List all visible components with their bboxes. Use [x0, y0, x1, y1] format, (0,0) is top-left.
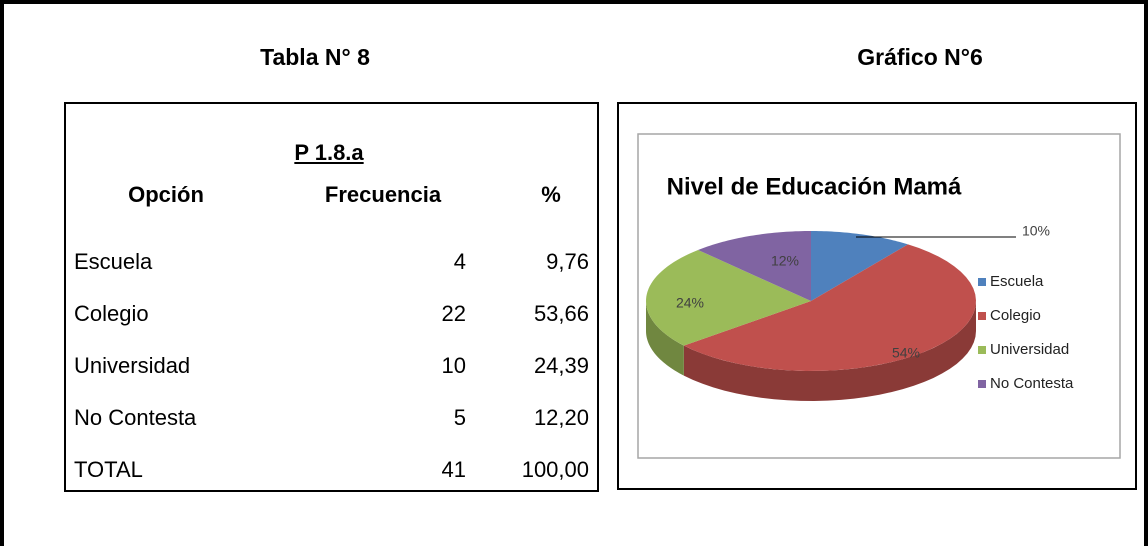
legend-label: Colegio	[990, 307, 1041, 324]
table-cell: Colegio	[74, 301, 149, 326]
table-cell: 4	[453, 249, 466, 274]
table-cell: No Contesta	[74, 405, 197, 430]
legend-label: Universidad	[990, 341, 1069, 358]
chart-heading: Gráfico N°6	[857, 44, 983, 70]
legend-label: Escuela	[990, 273, 1044, 290]
data-label: 12%	[771, 253, 799, 269]
table-cell: Universidad	[74, 353, 191, 378]
slice-side	[683, 301, 976, 401]
table-cell: TOTAL	[74, 457, 143, 482]
legend-swatch	[978, 278, 986, 286]
table-cell: 12,20	[533, 405, 589, 430]
column-header: Frecuencia	[324, 182, 442, 207]
table-caption: P 1.8.a	[294, 140, 364, 165]
table-cell: 53,66	[533, 301, 589, 326]
table-cell: 100,00	[521, 457, 589, 482]
legend-label: No Contesta	[990, 375, 1074, 392]
column-header: Opción	[128, 182, 204, 207]
slice	[698, 231, 811, 301]
table-cell: 5	[453, 405, 466, 430]
table-cell: 22	[441, 301, 466, 326]
table-cell: 41	[441, 457, 466, 482]
slice	[646, 249, 811, 346]
data-label: 24%	[676, 295, 704, 311]
chart: Nivel de Educación Mamá 10% 54% 24% 12% Escu…	[637, 133, 1121, 459]
table-cell: 9,76	[546, 249, 589, 274]
data-label: 10%	[1022, 223, 1050, 239]
legend-swatch	[978, 380, 986, 388]
table-cell: Escuela	[74, 249, 153, 274]
table-cell: 10	[441, 353, 466, 378]
slice	[683, 244, 976, 371]
slice-side	[646, 301, 684, 376]
chart-frame: Nivel de Educación Mamá 10% 54% 24% 12% Escu…	[617, 102, 1137, 490]
table-heading: Tabla N° 8	[260, 44, 370, 70]
table: P 1.8.a Opción Frecuencia% Escuela 4 9,76 Cole…	[64, 102, 599, 492]
legend-swatch	[978, 346, 986, 354]
legend-swatch	[978, 312, 986, 320]
chart-title: Nivel de Educación Mamá	[667, 173, 962, 200]
table-cell: 24,39	[533, 353, 589, 378]
slice	[811, 231, 908, 301]
column-header: %	[541, 182, 561, 207]
data-label: 54%	[892, 345, 920, 361]
